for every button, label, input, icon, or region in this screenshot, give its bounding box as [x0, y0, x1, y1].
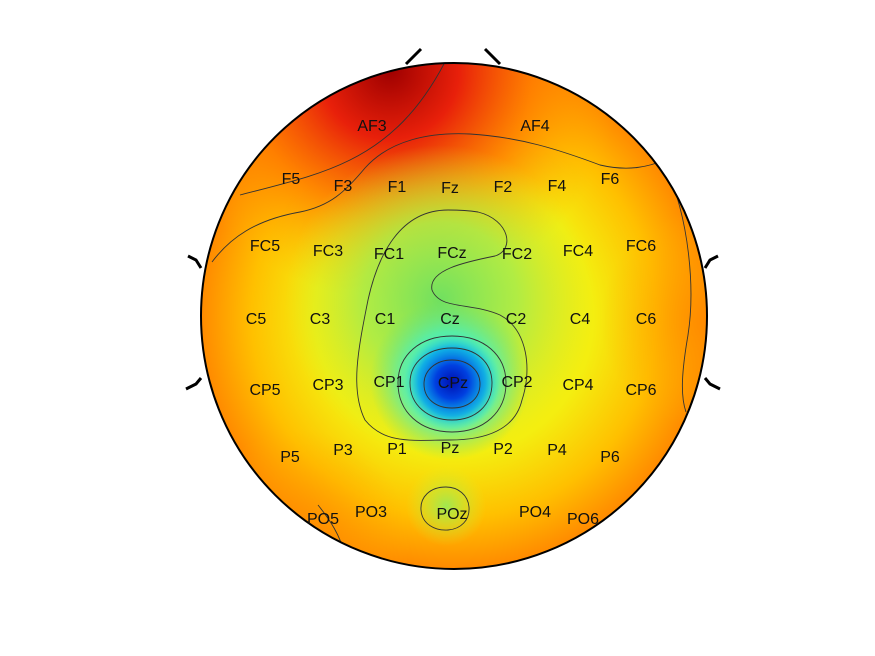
contour-right-temporal	[664, 164, 692, 413]
electrode-label-cp6: CP6	[625, 382, 656, 399]
electrode-label-p2: P2	[493, 441, 513, 458]
electrode-label-cp2: CP2	[501, 374, 532, 391]
electrode-label-af3: AF3	[357, 118, 386, 135]
electrode-label-fz: Fz	[441, 180, 459, 197]
electrode-label-fc1: FC1	[374, 246, 404, 263]
contour-frontal-left	[239, 63, 446, 196]
electrode-labels: AF3 AF4 F5 F3 F1 Fz F2 F4 F6 FC5 FC3 FC1 FCz FC2 FC4 FC…	[246, 118, 657, 528]
electrode-label-fc2: FC2	[502, 246, 532, 263]
electrode-label-fc5: FC5	[250, 238, 280, 255]
electrode-label-cp1: CP1	[373, 374, 404, 391]
electrode-label-f2: F2	[494, 179, 513, 196]
electrode-label-p6: P6	[600, 449, 620, 466]
head-circle	[200, 62, 708, 570]
electrode-label-f6: F6	[601, 171, 620, 188]
contour-frontal-right	[211, 133, 666, 263]
electrode-label-f5: F5	[282, 171, 301, 188]
electrode-label-c1: C1	[375, 311, 396, 328]
electrode-label-c3: C3	[310, 311, 331, 328]
electrode-label-c6: C6	[636, 311, 657, 328]
electrode-label-poz: POz	[436, 506, 467, 523]
electrode-label-c4: C4	[570, 311, 591, 328]
electrode-label-p5: P5	[280, 449, 300, 466]
nose-icon	[404, 47, 502, 66]
left-ear-icon	[185, 254, 203, 391]
contour-poz	[420, 486, 470, 531]
electrode-label-af4: AF4	[520, 118, 549, 135]
electrode-label-cpz: CPz	[438, 375, 468, 392]
electrode-label-cp5: CP5	[249, 382, 280, 399]
electrode-label-po5: PO5	[307, 511, 339, 528]
electrode-label-pz: Pz	[441, 440, 460, 457]
electrode-label-cp4: CP4	[562, 377, 593, 394]
electrode-label-c2: C2	[506, 311, 527, 328]
electrode-label-f4: F4	[548, 178, 567, 195]
electrode-label-po4: PO4	[519, 504, 551, 521]
electrode-label-po3: PO3	[355, 504, 387, 521]
contour-lines	[211, 63, 692, 556]
electrode-label-p4: P4	[547, 442, 567, 459]
electrode-label-cp3: CP3	[312, 377, 343, 394]
electrode-label-f3: F3	[334, 178, 353, 195]
electrode-label-po6: PO6	[567, 511, 599, 528]
electrode-label-p3: P3	[333, 442, 353, 459]
electrode-label-fc4: FC4	[563, 243, 593, 260]
electrode-label-fcz: FCz	[437, 245, 466, 262]
scalp-field	[201, 63, 707, 569]
head-outline	[200, 62, 708, 570]
field-poz-dip	[201, 63, 707, 569]
contour-inner-2	[409, 347, 493, 421]
electrode-label-cz: Cz	[440, 311, 460, 328]
electrode-label-f1: F1	[388, 179, 407, 196]
electrode-label-c5: C5	[246, 311, 267, 328]
electrode-label-fc6: FC6	[626, 238, 656, 255]
electrode-label-p1: P1	[387, 441, 407, 458]
electrode-label-fc3: FC3	[313, 243, 343, 260]
contour-inner-1	[397, 335, 507, 433]
right-ear-icon	[703, 254, 721, 391]
contour-central	[356, 209, 528, 441]
contour-inner-3	[423, 359, 481, 409]
